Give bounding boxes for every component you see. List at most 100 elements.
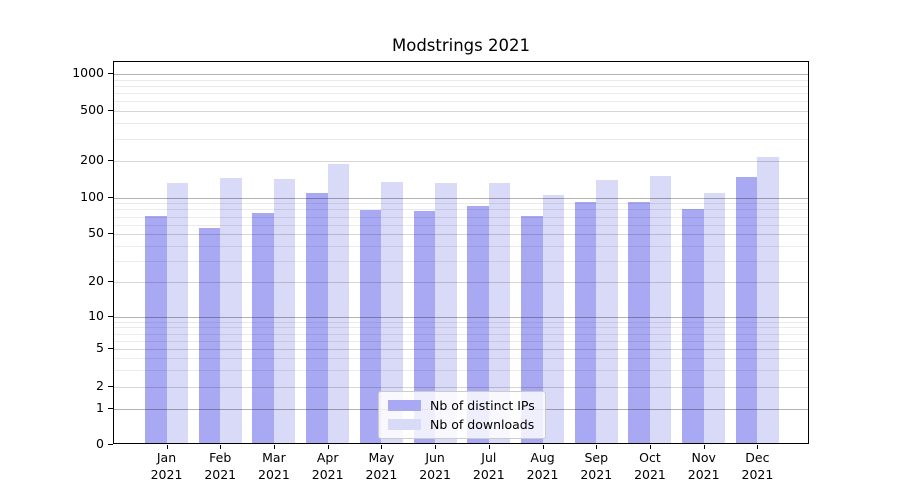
legend-item-downloads: Nb of downloads — [388, 417, 535, 432]
gridline — [114, 86, 808, 88]
chart-title: Modstrings 2021 — [391, 36, 530, 55]
bar-downloads — [596, 179, 618, 443]
gridline — [114, 349, 808, 351]
gridline — [114, 358, 808, 360]
bar-distinct-ips — [521, 215, 543, 443]
bar-distinct-ips — [735, 176, 758, 443]
bar-downloads — [220, 177, 242, 443]
y-tick-mark — [108, 233, 113, 235]
y-tick-mark — [108, 385, 113, 387]
bar-downloads — [435, 182, 457, 443]
x-tick-label: Sep 2021 — [580, 450, 613, 482]
gridline — [114, 138, 808, 140]
legend-label-downloads: Nb of downloads — [430, 417, 535, 432]
gridline — [114, 111, 808, 112]
gridline — [114, 340, 808, 342]
gridline — [114, 209, 808, 211]
bar-distinct-ips — [359, 210, 382, 443]
y-tick-label: 1 — [96, 399, 104, 415]
gridline — [114, 386, 808, 388]
gridline — [114, 79, 808, 81]
bar-distinct-ips — [574, 202, 597, 443]
x-tick-mark — [435, 445, 437, 449]
legend: Nb of distinct IPs Nb of downloads — [378, 391, 546, 439]
x-tick-mark — [327, 445, 329, 449]
bar-downloads — [273, 178, 296, 443]
legend-swatch-downloads-icon — [388, 419, 421, 430]
x-tick-label: Apr 2021 — [311, 450, 344, 482]
plot-area — [113, 61, 809, 444]
y-tick-label: 5 — [96, 340, 104, 356]
gridline — [114, 333, 808, 335]
bar-distinct-ips — [467, 205, 489, 443]
x-tick-mark — [542, 445, 544, 449]
bar-downloads — [381, 181, 403, 443]
x-tick-mark — [381, 445, 383, 449]
x-tick-label: Dec 2021 — [741, 450, 774, 482]
x-tick-mark — [596, 445, 598, 449]
bar-distinct-ips — [682, 209, 704, 443]
legend-label-distinct-ips: Nb of distinct IPs — [430, 398, 535, 413]
y-tick-label: 100 — [80, 188, 104, 204]
gridline — [114, 224, 808, 226]
legend-swatch-distinct-ips-icon — [388, 400, 421, 411]
gridline — [114, 349, 808, 351]
x-tick-mark — [488, 445, 490, 449]
y-tick-mark — [108, 348, 113, 350]
x-tick-label: Mar 2021 — [258, 450, 290, 482]
legend-item-distinct-ips: Nb of distinct IPs — [388, 398, 535, 413]
bar-distinct-ips — [252, 212, 274, 443]
gridline — [114, 101, 808, 103]
gridline — [114, 260, 808, 262]
gridline — [114, 234, 808, 236]
y-tick-label: 20 — [88, 273, 104, 288]
x-tick-label: Aug 2021 — [526, 450, 559, 482]
gridline — [114, 234, 808, 236]
gridline — [114, 282, 808, 283]
bar-distinct-ips — [628, 201, 650, 443]
bar-downloads — [703, 192, 726, 443]
gridline — [114, 317, 808, 318]
x-tick-mark — [757, 445, 759, 449]
gridline — [114, 93, 808, 95]
y-tick-label: 500 — [80, 102, 104, 117]
x-tick-mark — [220, 445, 222, 449]
bar-downloads — [166, 183, 188, 443]
y-tick-label: 1000 — [72, 65, 104, 81]
x-tick-mark — [703, 445, 705, 449]
y-tick-label: 10 — [88, 308, 104, 323]
bar-downloads — [757, 157, 779, 443]
bar-downloads — [488, 182, 511, 443]
y-tick-mark — [108, 110, 113, 111]
gridline — [114, 370, 808, 372]
bar-downloads — [327, 164, 350, 443]
gridline — [114, 197, 808, 199]
x-tick-label: Jun 2021 — [419, 450, 451, 482]
x-tick-label: Nov 2021 — [687, 450, 720, 482]
x-tick-mark — [273, 445, 275, 449]
y-tick-mark — [108, 73, 113, 75]
gridline — [114, 203, 808, 205]
x-tick-label: May 2021 — [365, 450, 398, 482]
gridline — [114, 282, 808, 283]
bar-downloads — [542, 194, 565, 443]
y-tick-label: 2 — [96, 377, 104, 393]
bar-distinct-ips — [198, 228, 221, 443]
gridline — [114, 216, 808, 218]
x-tick-label: Jan 2021 — [150, 450, 183, 482]
gridline — [114, 161, 808, 162]
bar-distinct-ips — [306, 192, 328, 443]
bar-distinct-ips — [145, 215, 167, 443]
x-tick-label: Jul 2021 — [472, 450, 505, 482]
y-tick-label: 0 — [96, 435, 104, 451]
y-tick-label: 50 — [88, 225, 104, 241]
bar-distinct-ips — [413, 210, 436, 443]
gridline — [114, 245, 808, 247]
x-tick-mark — [166, 445, 168, 449]
gridline — [114, 327, 808, 329]
y-tick-mark — [108, 407, 113, 409]
gridline — [114, 321, 808, 323]
y-tick-mark — [108, 196, 113, 198]
y-tick-mark — [108, 316, 113, 317]
